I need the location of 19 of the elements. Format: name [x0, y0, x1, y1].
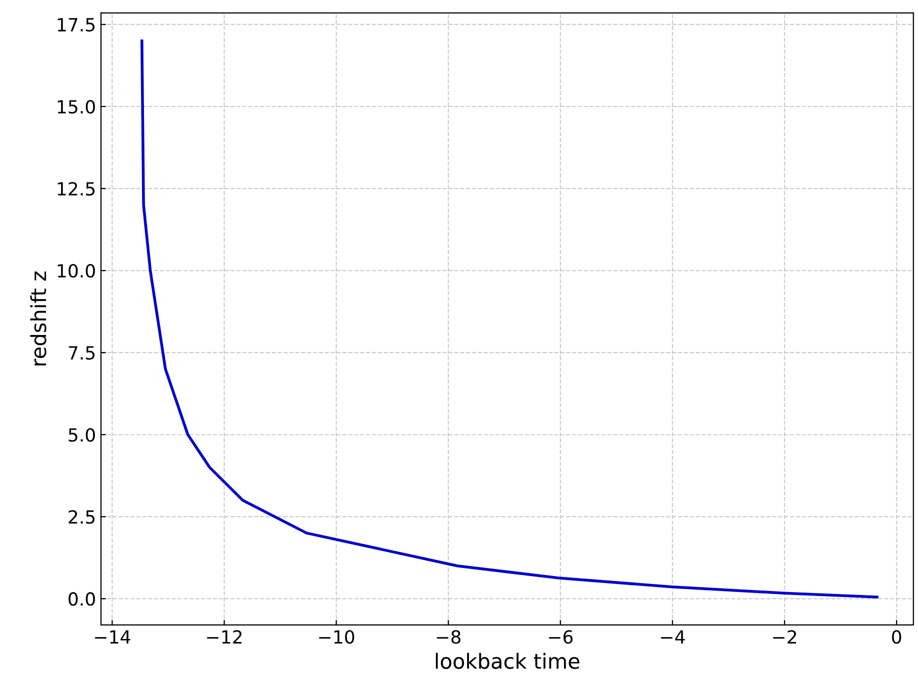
y-tick-label: 0.0: [68, 592, 95, 606]
x-tick-label: 0: [892, 630, 902, 644]
x-tick-label: −2: [773, 630, 796, 644]
x-tick-label: −12: [207, 630, 242, 644]
x-tick-label: −4: [661, 630, 685, 644]
x-tick-label: −8: [436, 630, 460, 644]
y-tick-label: 17.5: [58, 18, 95, 32]
y-axis-title: redshift z: [30, 272, 46, 366]
y-tick-label: 5.0: [68, 428, 95, 442]
y-tick-label: 7.5: [68, 346, 95, 360]
line-series: [140, 39, 878, 598]
y-tick-label: 2.5: [68, 510, 95, 524]
x-tick-label: −10: [319, 630, 354, 644]
y-tick-label: 15.0: [58, 100, 95, 114]
x-axis-title: lookback time: [436, 652, 580, 669]
x-tick-label: −6: [549, 630, 573, 644]
x-tick-label: −14: [95, 630, 130, 644]
y-tick-label: 12.5: [58, 182, 95, 196]
y-tick-label: 10.0: [58, 264, 95, 278]
